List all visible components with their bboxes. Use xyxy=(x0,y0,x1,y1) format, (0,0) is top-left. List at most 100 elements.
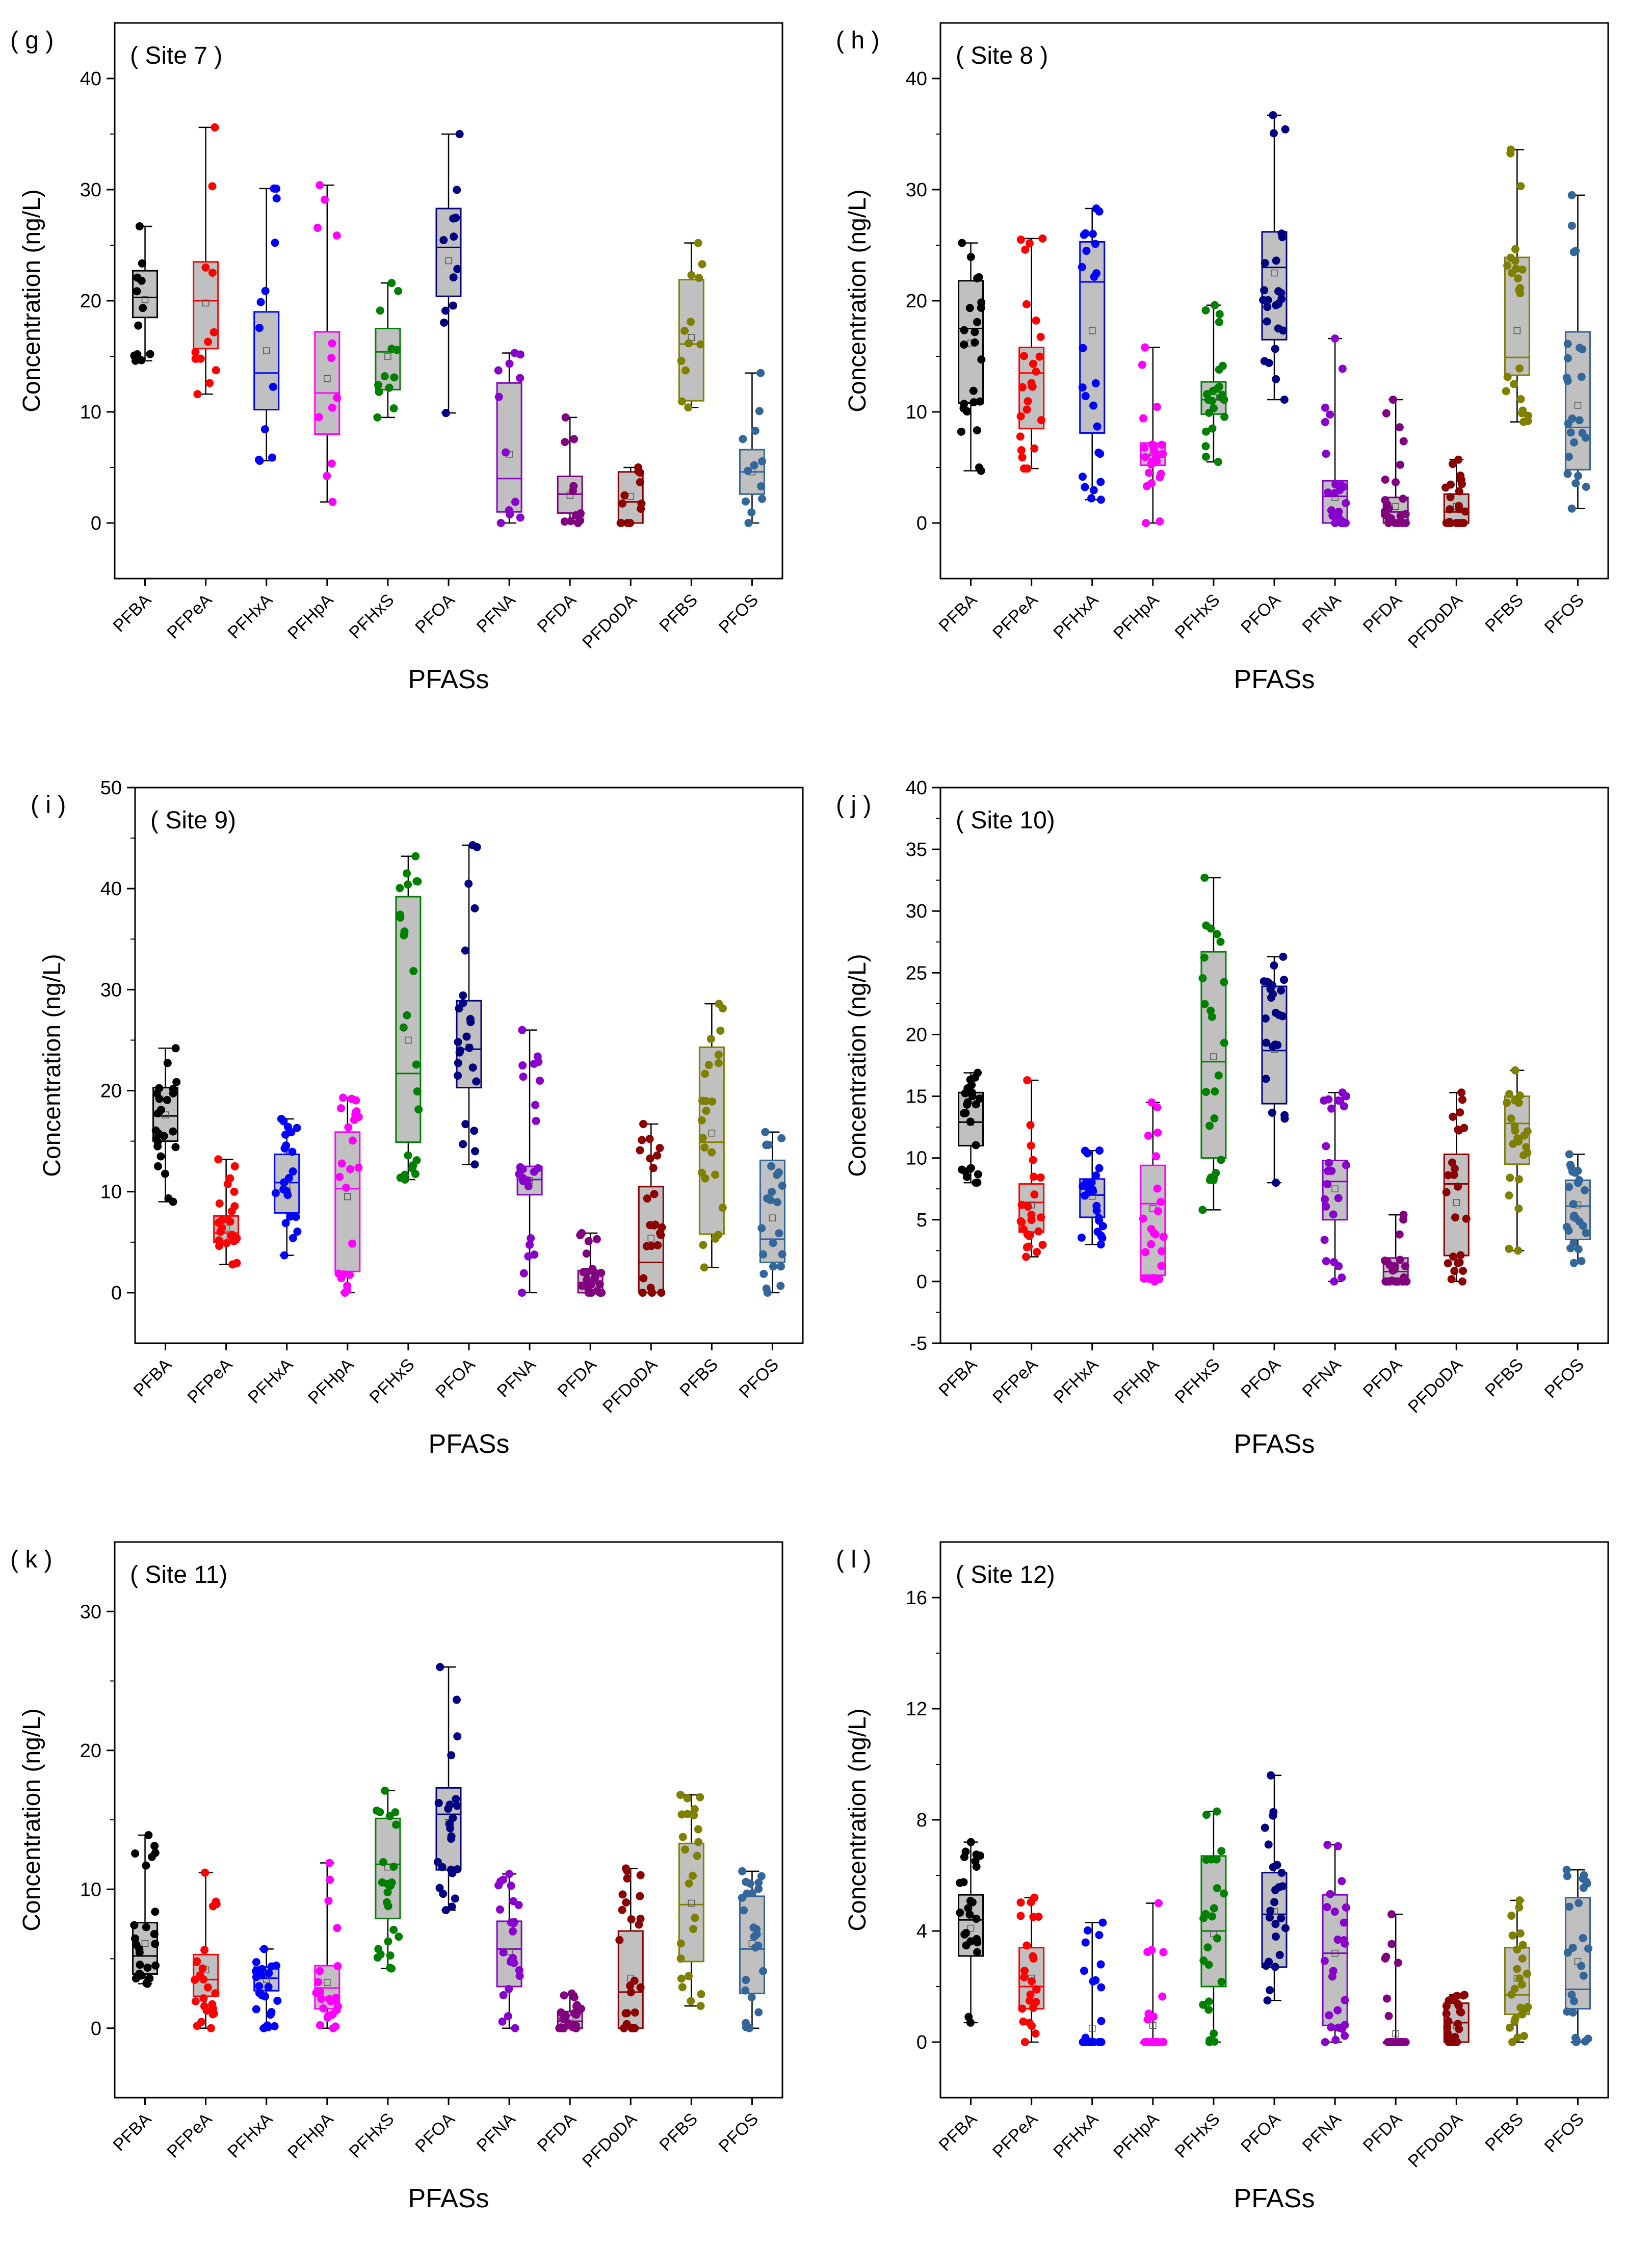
data-point xyxy=(518,1026,527,1034)
data-point xyxy=(1457,480,1466,488)
y-tick-label: 40 xyxy=(80,68,101,90)
data-point xyxy=(570,435,579,443)
data-point xyxy=(1503,373,1512,381)
data-point xyxy=(1201,453,1210,461)
data-point xyxy=(627,1915,636,1924)
data-point xyxy=(211,123,219,132)
data-point xyxy=(142,1861,150,1870)
data-point xyxy=(622,1898,631,1907)
data-point xyxy=(1515,1896,1524,1905)
data-point xyxy=(1016,1912,1025,1920)
data-point xyxy=(1016,432,1025,441)
data-point xyxy=(1321,2038,1329,2046)
data-point xyxy=(385,383,394,392)
data-point xyxy=(256,298,265,306)
data-point xyxy=(1098,1918,1107,1927)
data-point xyxy=(1027,1141,1035,1150)
data-point xyxy=(1338,2024,1347,2033)
data-point xyxy=(230,1202,239,1211)
data-point xyxy=(1394,1958,1402,1967)
data-point xyxy=(1571,479,1580,488)
data-point xyxy=(232,1259,241,1267)
data-point xyxy=(536,1077,544,1085)
data-point xyxy=(1582,482,1590,491)
y-axis-label: Concentration (ng/L) xyxy=(18,189,45,412)
data-point xyxy=(387,345,396,353)
data-point xyxy=(1155,1899,1163,1908)
data-point xyxy=(1502,387,1510,396)
data-point xyxy=(767,1162,776,1170)
x-tick-label: PFOA xyxy=(1237,2109,1284,2157)
x-tick-label: PFHpA xyxy=(284,2109,337,2163)
y-tick-label: 30 xyxy=(80,179,101,201)
data-point xyxy=(1457,1088,1466,1097)
data-point xyxy=(1026,1990,1035,1999)
data-point xyxy=(337,1274,346,1283)
data-point xyxy=(714,1059,723,1067)
y-tick-label: 20 xyxy=(80,291,101,312)
data-point xyxy=(1147,1240,1156,1248)
data-point xyxy=(582,1269,591,1277)
data-point xyxy=(313,223,322,232)
data-point xyxy=(153,1142,162,1151)
data-point xyxy=(1567,1991,1576,1999)
data-point xyxy=(1214,458,1222,466)
data-point xyxy=(1511,245,1520,253)
data-point xyxy=(254,1969,263,1978)
data-point xyxy=(137,276,146,285)
data-point xyxy=(1444,2033,1453,2042)
x-tick-label: PFDA xyxy=(1359,590,1406,637)
data-point xyxy=(1581,2037,1589,2046)
data-point xyxy=(293,1228,302,1236)
data-point xyxy=(677,1810,686,1819)
data-point xyxy=(447,1751,456,1760)
data-point xyxy=(1511,1126,1519,1135)
data-point xyxy=(1202,1856,1211,1864)
data-point xyxy=(1392,478,1400,487)
data-point xyxy=(1563,1872,1571,1881)
data-point xyxy=(1338,1877,1346,1886)
x-tick-label: PFNA xyxy=(1299,2109,1345,2156)
data-point xyxy=(960,341,968,349)
data-point xyxy=(498,2017,507,2026)
data-point xyxy=(1518,1954,1527,1963)
y-tick-label: 20 xyxy=(906,1024,927,1046)
data-point xyxy=(1455,1126,1463,1135)
data-point xyxy=(1220,396,1228,404)
x-tick-label: PFPeA xyxy=(183,1355,236,1407)
data-point xyxy=(1449,1252,1457,1261)
data-point xyxy=(1266,985,1275,994)
data-point xyxy=(969,386,978,395)
data-point xyxy=(973,1178,982,1187)
data-point xyxy=(1513,1134,1522,1143)
data-point xyxy=(684,1972,693,1980)
y-tick-label: 40 xyxy=(906,777,927,799)
data-point xyxy=(1562,373,1571,382)
data-point xyxy=(200,1946,209,1954)
data-point xyxy=(571,511,580,519)
data-point xyxy=(344,1123,353,1132)
data-point xyxy=(1022,405,1031,414)
data-point xyxy=(962,1172,971,1181)
panel-site-11: ( k ) ( Site 11) 0 10 20 30 Concentration (ng/… xyxy=(0,1519,795,2233)
data-point xyxy=(1397,2038,1406,2046)
panel-site-10: ( j ) ( Site 10) -5 0 5 10 15 20 25 30 35 40 Concent… xyxy=(826,765,1621,1478)
data-point xyxy=(1579,1934,1587,1942)
data-point xyxy=(450,232,458,241)
data-point xyxy=(252,1958,260,1967)
data-point xyxy=(1579,1884,1588,1892)
data-point xyxy=(589,1267,598,1276)
data-point xyxy=(1035,352,1044,361)
data-point xyxy=(325,1859,334,1867)
data-point xyxy=(690,1811,698,1820)
data-point xyxy=(1279,976,1288,984)
data-point xyxy=(643,1194,651,1203)
y-axis-label: Concentration (ng/L) xyxy=(844,189,871,412)
data-point xyxy=(1562,1866,1571,1874)
data-point xyxy=(1084,1926,1092,1935)
data-point xyxy=(169,1089,177,1098)
y-tick-label: 20 xyxy=(80,1740,101,1762)
data-point xyxy=(707,1148,716,1157)
data-point xyxy=(454,1038,462,1047)
data-point xyxy=(352,1096,360,1105)
